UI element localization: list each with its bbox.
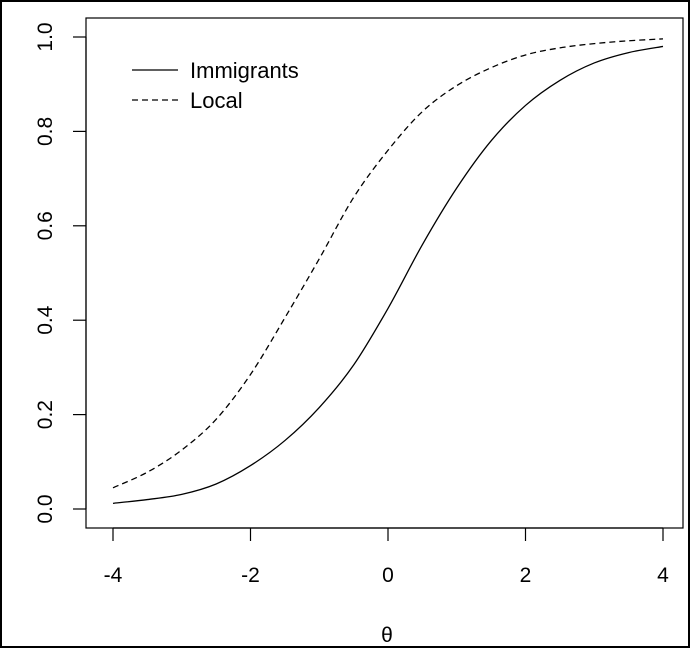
legend-label-immigrants: Immigrants: [190, 58, 299, 83]
y-tick-label: 0.0: [34, 494, 57, 523]
x-tick-label: -4: [104, 564, 123, 587]
y-tick-label: 0.6: [34, 211, 57, 240]
plot-box: [85, 17, 684, 529]
x-tick-label: 2: [520, 564, 532, 587]
legend: Immigrants Local: [132, 58, 299, 113]
x-axis-label: θ: [381, 624, 393, 647]
x-tick-label: -2: [241, 564, 260, 587]
y-tick-label: 0.4: [34, 305, 57, 335]
series-layer: [112, 38, 664, 504]
x-axis: -4 -2 0 2 4: [104, 527, 669, 587]
x-tick-label: 0: [382, 564, 394, 587]
legend-label-local: Local: [190, 88, 243, 113]
series-line-local: [112, 38, 664, 489]
y-tick-label: 0.8: [34, 117, 57, 146]
y-axis: 0.0 0.2 0.4 0.6 0.8 1.0: [34, 22, 87, 524]
series-line-immigrants: [112, 45, 664, 504]
y-tick-label: 0.2: [34, 400, 57, 429]
y-tick-label: 1.0: [34, 22, 57, 51]
x-tick-label: 4: [657, 564, 669, 587]
